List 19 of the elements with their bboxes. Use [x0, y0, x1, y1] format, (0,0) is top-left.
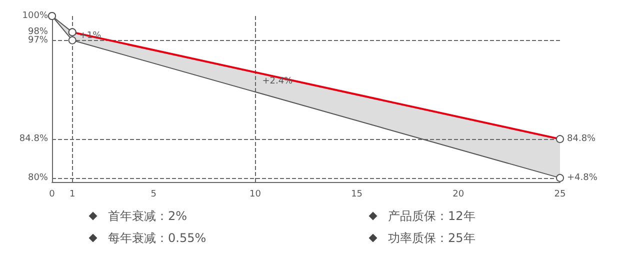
- text: 产品质保：12年: [388, 208, 476, 224]
- y-tick-label: 84.8%: [19, 134, 48, 144]
- x-tick-label: 5: [150, 190, 156, 200]
- x-tick-label: 1: [69, 190, 76, 200]
- x-tick-label: 0: [49, 190, 56, 200]
- annotation: +2.4%: [262, 76, 294, 87]
- text: 功率质保：25年: [388, 230, 476, 246]
- annotation: 84.8%: [567, 134, 596, 144]
- y-tick-label: 80%: [28, 172, 48, 183]
- x-tick-label: 15: [351, 190, 363, 200]
- annotation: +4.8%: [567, 172, 598, 183]
- x-tick-label: 10: [249, 190, 262, 200]
- text: 每年衰减：0.55%: [108, 230, 206, 246]
- y-tick-label: 98%: [28, 27, 48, 38]
- x-tick-label: 20: [452, 190, 464, 200]
- x-tick-label: 25: [554, 190, 566, 200]
- y-tick-label: 97%: [28, 35, 48, 46]
- y-tick-label: 100%: [22, 11, 48, 21]
- text: 首年衰减：2%: [108, 208, 188, 224]
